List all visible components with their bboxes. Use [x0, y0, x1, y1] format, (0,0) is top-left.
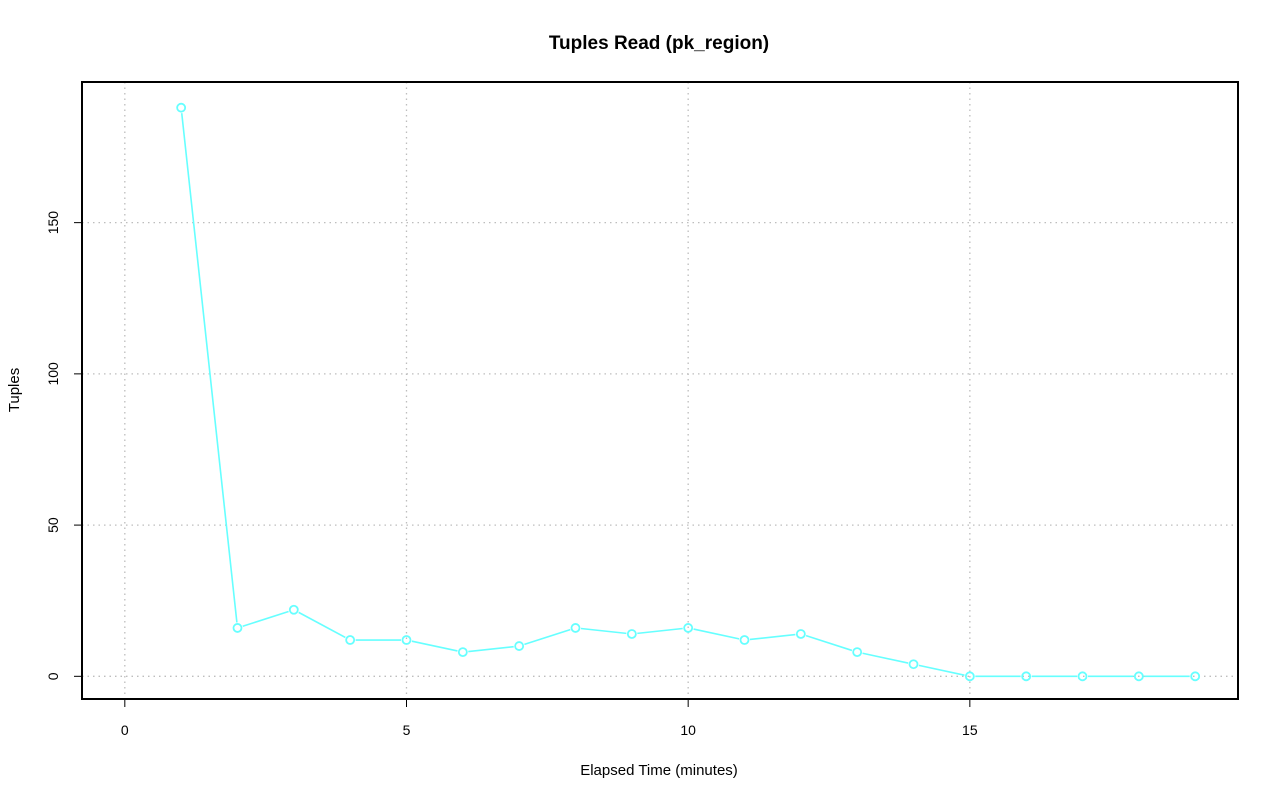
series-segment [862, 652, 909, 664]
data-point [401, 635, 412, 645]
x-axis-label: Elapsed Time (minutes) [580, 762, 738, 779]
series-segment [298, 611, 346, 639]
series-segment [242, 610, 289, 627]
series-segment [411, 640, 458, 652]
x-tick-label: 5 [403, 722, 411, 738]
x-tick-label: 0 [121, 722, 129, 738]
data-point [964, 671, 975, 682]
data-point [176, 102, 187, 113]
series-segment [749, 633, 796, 641]
grid [82, 82, 1238, 699]
x-tick-label: 15 [962, 722, 978, 738]
series-segment [805, 634, 853, 652]
y-tick-label: 0 [45, 672, 61, 680]
data-point [1190, 671, 1201, 682]
data-point [457, 647, 468, 658]
series-segment [693, 628, 740, 640]
data-point [570, 623, 581, 633]
data-point [683, 623, 694, 633]
series-segment [580, 627, 627, 635]
series-layer [176, 102, 1201, 682]
y-tick-label: 100 [45, 362, 61, 386]
data-point [908, 659, 919, 670]
x-axis: 0 5 10 15 [121, 698, 978, 738]
data-point [626, 629, 637, 639]
y-tick-label: 50 [45, 517, 61, 533]
chart-title: Tuples Read (pk_region) [549, 33, 769, 54]
data-point [1077, 671, 1088, 682]
y-axis: 0 50 100 150 [45, 211, 83, 680]
y-axis-label: Tuples [6, 368, 23, 412]
plot-frame [81, 81, 1239, 700]
x-tick-label: 10 [680, 722, 696, 738]
series-segment [524, 628, 571, 646]
data-point [1021, 671, 1032, 682]
series-segment [637, 627, 683, 635]
series-segment [180, 113, 238, 623]
y-tick-label: 150 [45, 211, 61, 235]
data-point [514, 641, 525, 651]
data-point [1133, 671, 1144, 682]
data-point [232, 623, 243, 633]
data-point [288, 604, 299, 615]
data-point [852, 647, 863, 658]
series-segment [468, 645, 514, 653]
data-point [795, 629, 806, 639]
data-point [739, 635, 750, 645]
data-point [345, 635, 356, 645]
series-segment [918, 664, 965, 676]
